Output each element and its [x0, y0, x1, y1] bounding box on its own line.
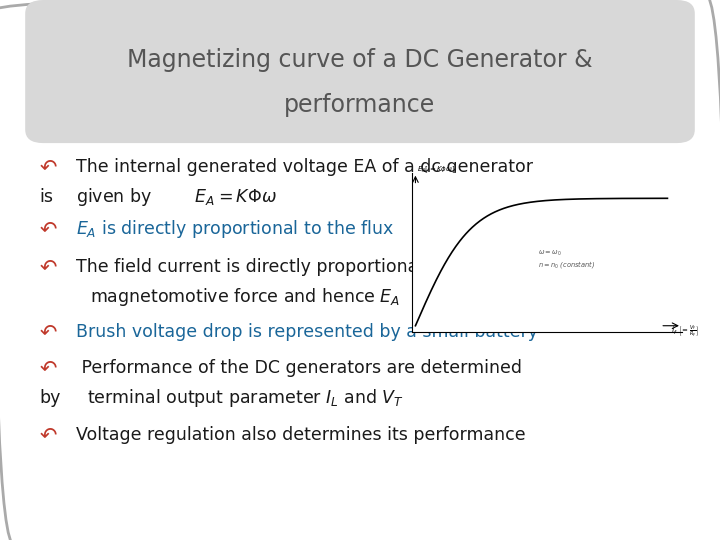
FancyBboxPatch shape — [25, 0, 695, 143]
Text: performance: performance — [284, 93, 436, 117]
Text: The internal generated voltage EA of a dc generator: The internal generated voltage EA of a d… — [76, 158, 533, 177]
Text: ↶: ↶ — [40, 157, 57, 178]
Text: ↶: ↶ — [40, 257, 57, 278]
Text: Magnetizing curve of a DC Generator &: Magnetizing curve of a DC Generator & — [127, 49, 593, 72]
Text: by: by — [40, 389, 61, 407]
Text: $E_A$ is directly proportional to the flux: $E_A$ is directly proportional to the fl… — [76, 219, 394, 240]
Text: ↶: ↶ — [40, 424, 57, 445]
Text: ↶: ↶ — [40, 219, 57, 240]
Text: Performance of the DC generators are determined: Performance of the DC generators are det… — [76, 359, 521, 377]
Text: given by        $E_A = K\Phi\omega$: given by $E_A = K\Phi\omega$ — [76, 186, 276, 208]
Text: ↶: ↶ — [40, 358, 57, 379]
Text: The field current is directly proportional to th: The field current is directly proportion… — [76, 258, 469, 276]
Text: ↶: ↶ — [40, 322, 57, 342]
Text: Brush voltage drop is represented by a small battery: Brush voltage drop is represented by a s… — [76, 323, 538, 341]
Text: terminal output parameter $I_L$ and $V_T$: terminal output parameter $I_L$ and $V_T… — [76, 387, 403, 409]
Text: is: is — [40, 188, 53, 206]
Text: magnetomotive force and hence $E_A$: magnetomotive force and hence $E_A$ — [90, 286, 400, 308]
Text: Voltage regulation also determines its performance: Voltage regulation also determines its p… — [76, 426, 525, 444]
